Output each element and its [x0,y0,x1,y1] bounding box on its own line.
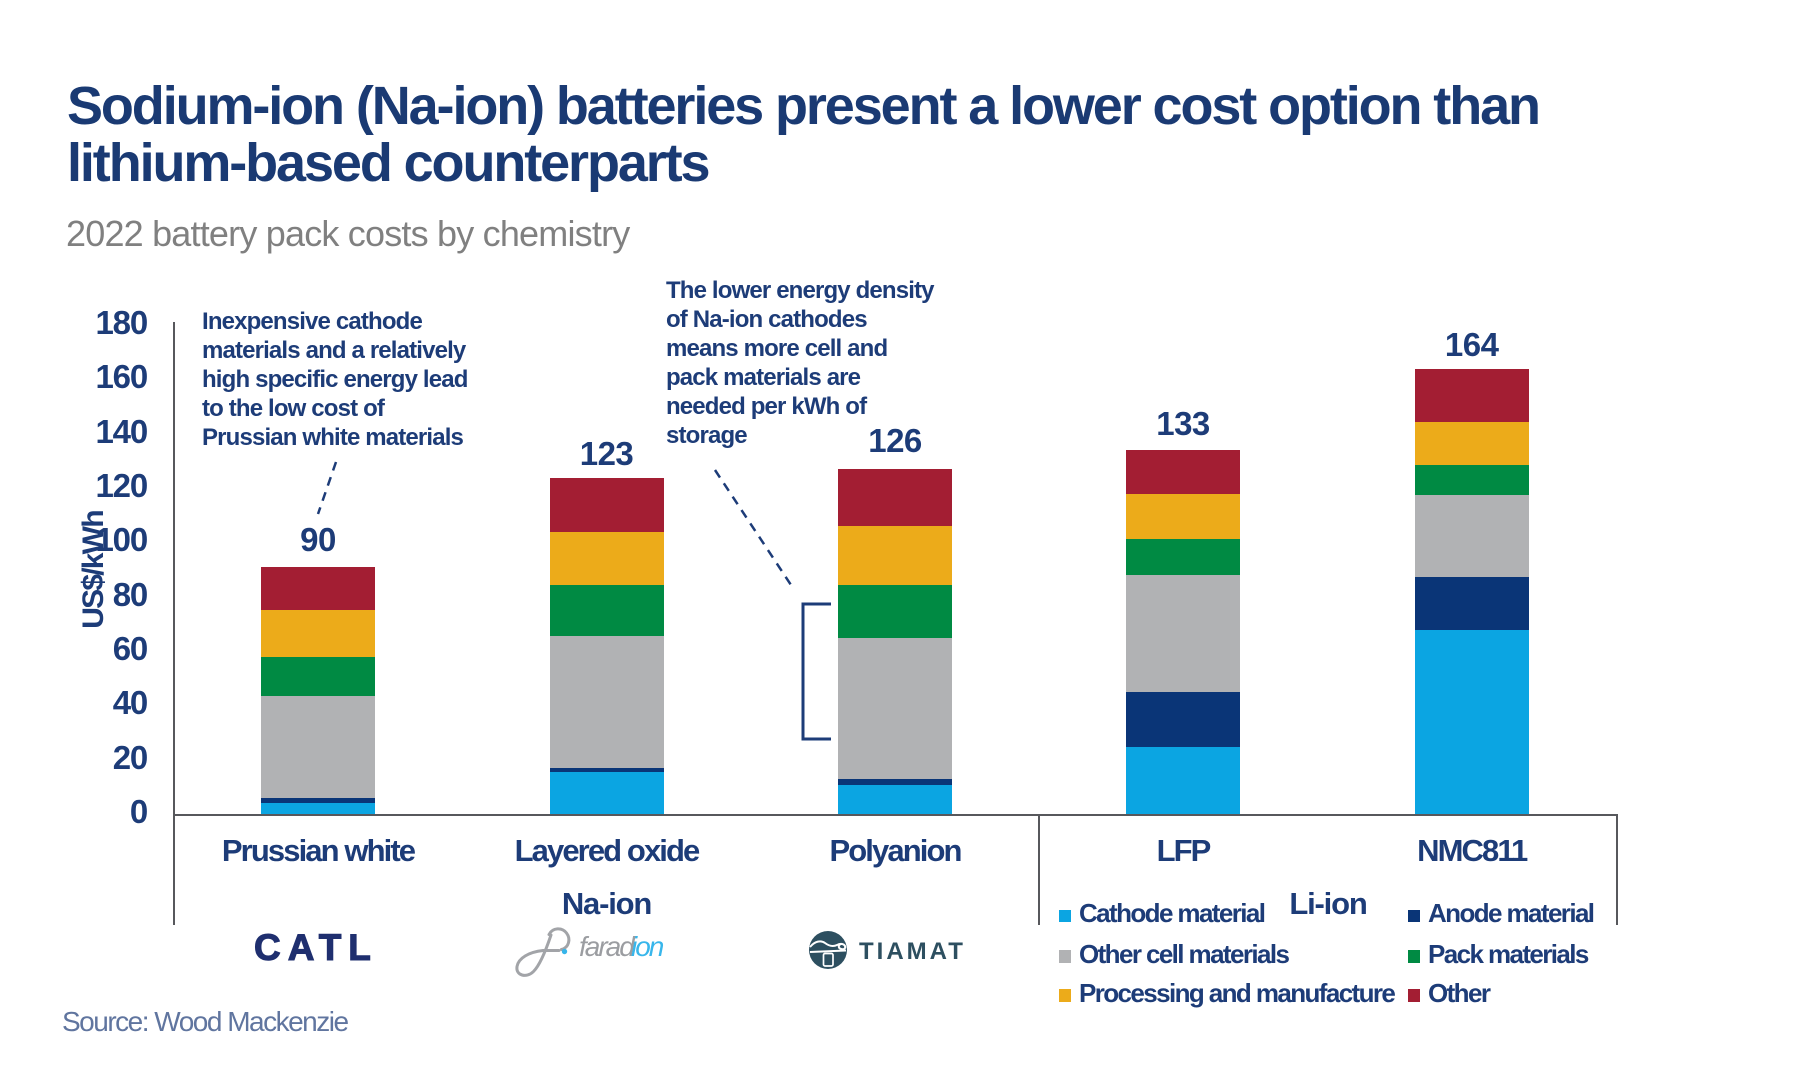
svg-text:farad: farad [579,931,636,962]
svg-text:ion: ion [631,931,664,962]
svg-text:TIAMAT: TIAMAT [859,938,966,965]
svg-text:US$/kWh: US$/kWh [77,511,110,629]
